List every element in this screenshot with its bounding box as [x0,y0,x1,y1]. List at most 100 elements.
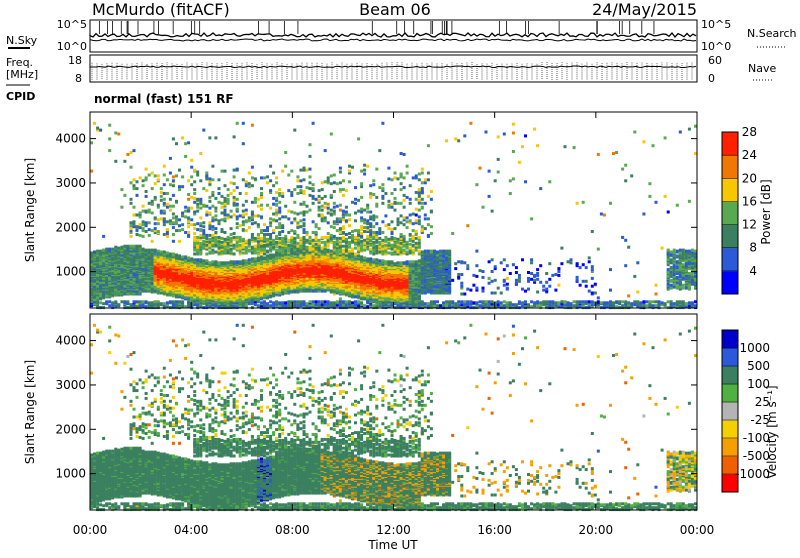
power-cell [199,216,202,219]
power-cell [327,249,330,252]
power-cell [205,259,208,262]
power-cell [239,224,242,227]
power-cell [309,194,312,197]
power-cell [157,178,160,181]
power-cell [309,168,312,171]
power-cell [242,259,245,262]
power-cell [254,201,257,204]
power-cell [172,179,175,182]
power-cell [236,245,239,248]
power-cell [284,301,287,304]
freq-strip [90,55,697,82]
power-cell [214,136,217,139]
power-cell [236,260,239,263]
power-cell [324,206,327,209]
power-cell [145,190,148,193]
power-cell [208,261,211,264]
power-cell [251,211,254,214]
power-cell [163,223,166,226]
power-cell [214,227,217,230]
power-cell [190,183,193,186]
power-cell [224,231,227,234]
nsearch-tick-high: 10^5 [701,18,731,31]
power-cell [230,210,233,213]
power-cell [120,188,123,191]
power-cell [193,197,196,200]
power-cell [233,253,236,256]
power-cell [239,214,242,217]
power-cell [269,304,272,307]
power-cell [275,212,278,215]
nave-tick-low: 0 [708,72,715,85]
power-cell [133,245,136,248]
power-cell [178,185,181,188]
power-cell [330,174,333,177]
power-cell [296,192,299,195]
power-cell [269,224,272,227]
power-cell [321,197,324,200]
power-cell [309,300,312,303]
power-cell [102,302,105,305]
power-cell [130,221,133,224]
power-cell [148,234,151,237]
power-cell [245,192,248,195]
power-heatmap [90,122,697,309]
power-cell [154,300,157,303]
power-cell [233,199,236,202]
power-cell [245,209,248,212]
power-cell [166,301,169,304]
power-cell [205,172,208,175]
power-cell [284,165,287,168]
power-cell [236,226,239,229]
power-cell [251,124,254,127]
power-cell [321,247,324,250]
power-cell [145,210,148,213]
power-cell [187,231,190,234]
power-cell [272,246,275,249]
power-cell [169,300,172,303]
power-cell [278,217,281,220]
power-cell [309,187,312,190]
power-cell [199,198,202,201]
power-cell [205,214,208,217]
power-cell [324,241,327,244]
power-cell [96,127,99,130]
power-cell [278,188,281,191]
power-cell [275,235,278,238]
power-cell [196,198,199,201]
power-cell [318,195,321,198]
power-cell [296,300,299,303]
power-cell [233,182,236,185]
power-cell [105,300,108,303]
power-cell [266,254,269,257]
power-cell [230,215,233,218]
power-cell [139,215,142,218]
power-cell [245,180,248,183]
power-cell [211,260,214,263]
power-cell [248,219,251,222]
power-cell [193,188,196,191]
power-cell [193,303,196,306]
power-cell [236,168,239,171]
power-cell [269,165,272,168]
power-cell [142,184,145,187]
power-cell [136,245,139,248]
power-cell [266,238,269,241]
power-cell [205,205,208,208]
power-cell [187,179,190,182]
power-cell [257,223,260,226]
power-cell [251,222,254,225]
power-cell [245,252,248,255]
power-cell [251,216,254,219]
power-cell [239,251,242,254]
power-cell [208,224,211,227]
power-cell [214,231,217,234]
power-cell [309,181,312,184]
power-cell [224,203,227,206]
power-cell [275,209,278,212]
power-cell [303,236,306,239]
power-cell [108,304,111,307]
power-cell [254,221,257,224]
power-cell [260,237,263,240]
power-cell [315,243,318,246]
